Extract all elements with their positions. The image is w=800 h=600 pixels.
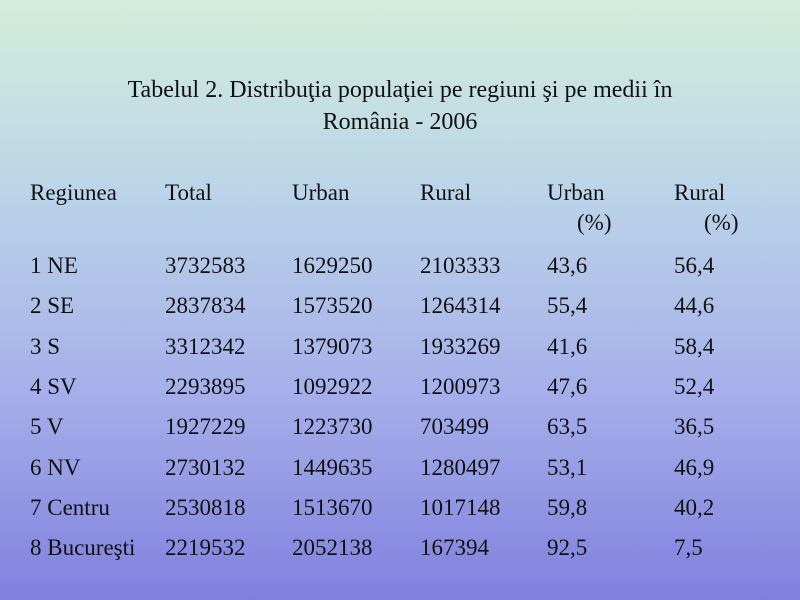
column-header: Urban (547, 180, 605, 205)
table-cell: 63,5 (547, 414, 588, 440)
table-cell: 1264314 (420, 293, 501, 319)
region-name: 1 NE (30, 253, 78, 278)
table-cell: 59,8 (547, 494, 588, 520)
table-cell: 3312342 (165, 333, 246, 359)
table-cell: 703499 (420, 414, 489, 440)
table-cell: 1200973 (420, 373, 501, 399)
table-cell: 92,5 (547, 535, 588, 561)
table-cell: 2730132 (165, 454, 246, 480)
table-cell: 44,6 (674, 293, 715, 319)
table-cell: 2837834 (165, 293, 246, 319)
column-header: Rural (420, 180, 472, 205)
table-cell: 167394 (420, 535, 489, 561)
region-name: 6 NV (30, 454, 81, 480)
column-header: (%) (577, 210, 612, 235)
table-cell: 1573520 (292, 293, 373, 319)
region-name: 3 S (30, 333, 61, 359)
table-cell: 2530818 (165, 494, 246, 520)
table-cell: 53,1 (547, 454, 588, 480)
column-header: Urban (292, 180, 350, 205)
table-cell: 1449635 (292, 454, 373, 480)
table-cell: 47,6 (547, 373, 588, 399)
table-cell: 2103333 (420, 253, 501, 278)
table-cell: 2219532 (165, 535, 246, 561)
table-cell: 1223730 (292, 414, 373, 440)
title-line: România - 2006 (322, 109, 478, 135)
column-header: Total (165, 180, 212, 205)
table-cell: 1379073 (292, 333, 373, 359)
table-cell: 1280497 (420, 454, 501, 480)
table-cell: 1933269 (420, 333, 501, 359)
table-cell: 1629250 (292, 253, 373, 278)
table-cell: 2052138 (292, 535, 373, 561)
table-cell: 36,5 (674, 414, 715, 440)
column-header: Rural (674, 180, 726, 205)
table-cell: 7,5 (674, 535, 703, 561)
column-header: (%) (704, 210, 739, 235)
table-cell: 1017148 (420, 494, 501, 520)
column-header: Regiunea (30, 180, 117, 205)
table-cell: 52,4 (674, 373, 715, 399)
table-cell: 56,4 (674, 253, 715, 278)
table-cell: 43,6 (547, 253, 588, 278)
table-cell: 58,4 (674, 333, 715, 359)
table-cell: 40,2 (674, 494, 715, 520)
table-cell: 1513670 (292, 494, 373, 520)
region-name: 8 Bucureşti (30, 535, 136, 561)
table-cell: 3732583 (165, 253, 246, 278)
table-cell: 1927229 (165, 414, 246, 440)
table-cell: 1092922 (292, 373, 373, 399)
table-cell: 41,6 (547, 333, 588, 359)
table-cell: 2293895 (165, 373, 246, 399)
table-cell: 55,4 (547, 293, 588, 319)
region-name: 7 Centru (30, 494, 110, 520)
table-cell: 46,9 (674, 454, 715, 480)
title-line: Tabelul 2. Distribuţia populaţiei pe reg… (127, 77, 673, 103)
region-name: 4 SV (30, 373, 77, 399)
region-name: 5 V (30, 414, 64, 440)
region-name: 2 SE (30, 293, 75, 319)
